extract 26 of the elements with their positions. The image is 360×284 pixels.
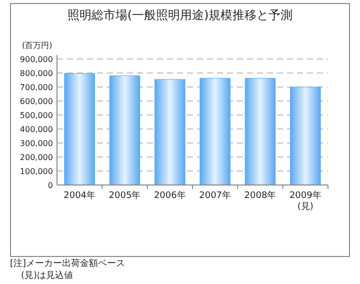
chart-title: 照明総市場(一般照明用途)規模推移と予測 <box>67 8 293 22</box>
y-tick-label: 200,000 <box>20 153 53 162</box>
y-tick-label: 400,000 <box>20 125 53 134</box>
x-tick-label: 2006年 <box>152 191 187 202</box>
x-tick-label: 2005年 <box>108 191 142 202</box>
x-tick-label: 2008年 <box>243 191 278 202</box>
y-tick-label: 0 <box>48 181 53 190</box>
y-tick-label: 800,000 <box>20 69 53 78</box>
bar <box>290 86 321 186</box>
y-tick-label: 600,000 <box>20 97 53 106</box>
bar <box>64 73 95 186</box>
y-tick-label: 100,000 <box>20 167 53 176</box>
x-tick-label: 2007年 <box>198 191 232 202</box>
y-tick-label: 900,000 <box>20 55 53 64</box>
x-tick-label: 2004年 <box>62 191 97 202</box>
y-tick-label: 500,000 <box>20 111 53 120</box>
bar <box>200 78 230 186</box>
text: [注]メーカー出荷金額ベース <box>10 258 126 270</box>
bar <box>109 75 140 186</box>
bar <box>244 78 276 186</box>
y-axis-title: (百万円) <box>22 41 52 50</box>
y-tick-label: 300,000 <box>20 139 53 148</box>
x-tick-label: 2009年(見) <box>288 191 322 213</box>
bar <box>154 79 186 186</box>
text: (見)は見込値 <box>21 270 74 282</box>
y-tick-label: 700,000 <box>20 83 53 92</box>
